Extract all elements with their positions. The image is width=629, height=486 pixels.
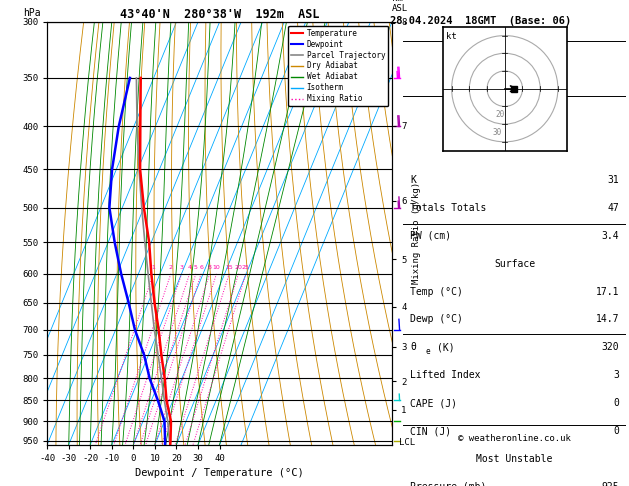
Legend: Temperature, Dewpoint, Parcel Trajectory, Dry Adiabat, Wet Adiabat, Isotherm, Mi: Temperature, Dewpoint, Parcel Trajectory…	[288, 26, 388, 106]
Text: LCL: LCL	[399, 438, 415, 447]
Text: 0: 0	[613, 398, 619, 408]
Text: 10: 10	[213, 265, 220, 270]
Text: 6: 6	[199, 265, 203, 270]
X-axis label: Dewpoint / Temperature (°C): Dewpoint / Temperature (°C)	[135, 469, 304, 478]
Text: θ: θ	[410, 342, 416, 352]
Text: 5: 5	[194, 265, 198, 270]
Text: 320: 320	[601, 342, 619, 352]
Text: 20: 20	[496, 110, 505, 119]
Text: Pressure (mb): Pressure (mb)	[410, 482, 486, 486]
Text: Dewp (°C): Dewp (°C)	[410, 314, 463, 325]
Text: 17.1: 17.1	[596, 287, 619, 296]
Text: hPa: hPa	[23, 8, 41, 17]
Text: 14.7: 14.7	[596, 314, 619, 325]
Text: 30: 30	[493, 128, 502, 137]
Text: 47: 47	[608, 203, 619, 213]
Text: CAPE (J): CAPE (J)	[410, 398, 457, 408]
Text: Temp (°C): Temp (°C)	[410, 287, 463, 296]
Text: Most Unstable: Most Unstable	[476, 454, 553, 464]
Text: 1: 1	[152, 265, 155, 270]
Text: CIN (J): CIN (J)	[410, 426, 451, 436]
Text: km
ASL: km ASL	[392, 0, 408, 14]
Text: 15: 15	[225, 265, 233, 270]
Text: Surface: Surface	[494, 259, 535, 269]
Text: 3: 3	[613, 370, 619, 380]
Text: 4: 4	[187, 265, 192, 270]
Text: 2: 2	[169, 265, 173, 270]
Text: 925: 925	[601, 482, 619, 486]
Text: PW (cm): PW (cm)	[410, 231, 451, 241]
Text: K: K	[410, 175, 416, 185]
Text: kt: kt	[447, 32, 457, 41]
Text: © weatheronline.co.uk: © weatheronline.co.uk	[458, 434, 571, 443]
Text: 28.04.2024  18GMT  (Base: 06): 28.04.2024 18GMT (Base: 06)	[390, 16, 571, 26]
Text: 0: 0	[613, 426, 619, 436]
Text: 3: 3	[180, 265, 184, 270]
Text: Lifted Index: Lifted Index	[410, 370, 481, 380]
Text: Totals Totals: Totals Totals	[410, 203, 486, 213]
Text: 20: 20	[235, 265, 242, 270]
Text: e: e	[426, 347, 430, 356]
Title: 43°40'N  280°38'W  192m  ASL: 43°40'N 280°38'W 192m ASL	[120, 8, 320, 21]
Text: (K): (K)	[437, 342, 454, 352]
Y-axis label: Mixing Ratio (g/kg): Mixing Ratio (g/kg)	[412, 182, 421, 284]
Text: 3.4: 3.4	[601, 231, 619, 241]
Text: 8: 8	[208, 265, 211, 270]
Text: 25: 25	[242, 265, 250, 270]
Text: 31: 31	[608, 175, 619, 185]
